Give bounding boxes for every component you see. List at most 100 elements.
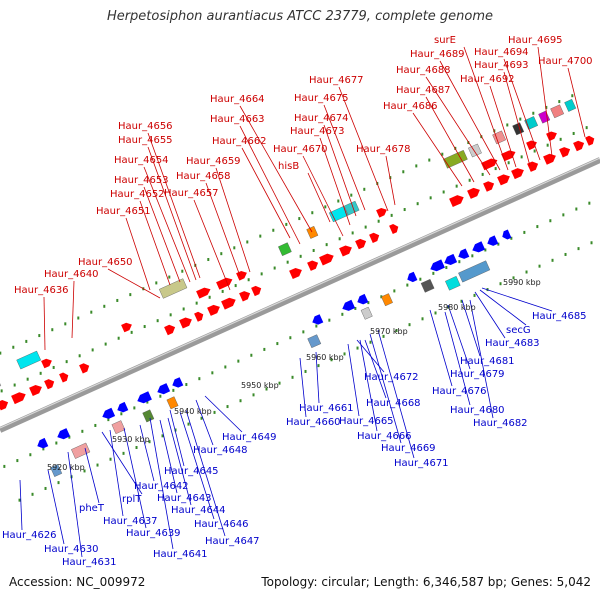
track-tick xyxy=(146,400,149,404)
reverse-gene-arrow xyxy=(37,437,49,449)
forward-leader-line xyxy=(323,104,366,211)
forward-gene-label: Haur_4673 xyxy=(290,126,345,137)
forward-gene-arrow xyxy=(585,135,595,146)
reverse-gene-label: Haur_4645 xyxy=(164,466,219,477)
track-tick xyxy=(302,330,305,334)
reverse-gene-arrow xyxy=(458,248,470,259)
track-tick xyxy=(187,422,190,426)
forward-gene-arrow xyxy=(497,174,510,186)
track-tick xyxy=(200,416,203,420)
track-tick xyxy=(311,211,314,215)
forward-gene-arrow xyxy=(0,400,9,411)
feature-box xyxy=(360,306,373,320)
track-tick xyxy=(224,365,227,369)
track-tick xyxy=(317,364,320,368)
track-tick xyxy=(298,217,301,221)
track-tick xyxy=(133,406,136,410)
reverse-gene-label: Haur_4642 xyxy=(134,481,189,492)
reverse-gene-label: Haur_4631 xyxy=(62,557,117,568)
forward-leader-line xyxy=(125,217,151,291)
reverse-gene-arrow xyxy=(102,407,116,419)
reverse-leader-line xyxy=(429,309,453,387)
feature-box xyxy=(492,130,507,145)
track-tick xyxy=(44,486,47,490)
reverse-leader-line xyxy=(109,429,124,517)
track-tick xyxy=(221,289,224,293)
kbp-position-label: 5970 kbp xyxy=(370,327,408,336)
reverse-gene-label: Haur_4646 xyxy=(194,519,249,530)
forward-gene-label: Haur_4654 xyxy=(114,155,169,166)
forward-gene-label: Haur_4651 xyxy=(96,206,151,217)
reverse-gene-arrow xyxy=(312,314,324,325)
track-tick xyxy=(198,377,201,381)
forward-leader-line xyxy=(143,186,181,283)
track-tick xyxy=(545,105,548,109)
reverse-leader-line xyxy=(204,395,243,433)
track-tick xyxy=(161,434,164,438)
reverse-gene-label: Haur_4626 xyxy=(2,530,57,541)
reverse-gene-label: Haur_4669 xyxy=(381,443,436,454)
reverse-gene-label: Haur_4647 xyxy=(205,536,260,547)
forward-gene-arrow xyxy=(79,363,90,374)
feature-box xyxy=(443,149,468,169)
track-tick xyxy=(57,481,60,485)
reverse-leader-line xyxy=(479,289,527,326)
forward-gene-arrow xyxy=(369,232,380,243)
reverse-leader-line xyxy=(299,357,307,418)
genome-summary-text: Topology: circular; Length: 6,346,587 bp… xyxy=(261,575,591,589)
track-tick xyxy=(208,295,211,299)
forward-gene-arrow xyxy=(573,140,585,152)
track-tick xyxy=(260,272,263,276)
track-tick xyxy=(107,418,110,422)
reverse-leader-line xyxy=(185,409,226,537)
track-tick xyxy=(538,264,541,268)
forward-leader-line xyxy=(205,182,241,277)
reverse-gene-label: Haur_4682 xyxy=(473,418,528,429)
track-tick xyxy=(324,205,327,209)
reverse-leader-line xyxy=(123,427,147,529)
reverse-gene-arrow xyxy=(342,299,356,311)
reverse-gene-label: Haur_4644 xyxy=(171,505,226,516)
track-tick xyxy=(211,371,214,375)
reverse-leader-line xyxy=(169,409,185,467)
track-tick xyxy=(130,330,133,334)
track-tick xyxy=(273,266,276,270)
reverse-leader-line xyxy=(195,399,214,446)
reverse-gene-label: Haur_4671 xyxy=(394,458,449,469)
feature-box xyxy=(307,334,322,349)
track-tick xyxy=(429,196,432,200)
track-tick xyxy=(354,306,357,310)
track-tick xyxy=(169,313,172,317)
forward-gene-arrow xyxy=(221,297,236,310)
feature-box xyxy=(512,122,525,136)
track-tick xyxy=(285,222,288,226)
track-tick xyxy=(532,111,535,115)
reverse-leader-line xyxy=(167,417,192,506)
track-tick xyxy=(247,278,250,282)
track-tick xyxy=(77,316,80,320)
forward-leader-line xyxy=(503,71,531,167)
track-tick xyxy=(499,282,502,286)
track-tick xyxy=(382,334,385,338)
reverse-gene-arrow xyxy=(472,241,486,253)
track-tick xyxy=(291,375,294,379)
track-tick xyxy=(276,342,279,346)
track-tick xyxy=(564,252,567,256)
track-tick xyxy=(159,394,162,398)
forward-leader-line xyxy=(147,146,197,281)
track-tick xyxy=(39,371,42,375)
forward-gene-label: Haur_4650 xyxy=(78,257,133,268)
track-tick xyxy=(484,248,487,252)
track-tick xyxy=(460,299,463,303)
kbp-position-label: 5960 kbp xyxy=(306,353,344,362)
track-tick xyxy=(434,311,437,315)
reverse-gene-label: rplT xyxy=(122,494,142,505)
forward-gene-arrow xyxy=(207,304,220,316)
forward-leader-line xyxy=(503,58,541,161)
track-tick xyxy=(0,351,2,355)
reverse-leader-line xyxy=(469,299,494,419)
track-tick xyxy=(471,254,474,258)
forward-gene-arrow xyxy=(29,385,42,396)
forward-leader-line xyxy=(71,280,75,339)
reverse-leader-line xyxy=(356,339,385,373)
